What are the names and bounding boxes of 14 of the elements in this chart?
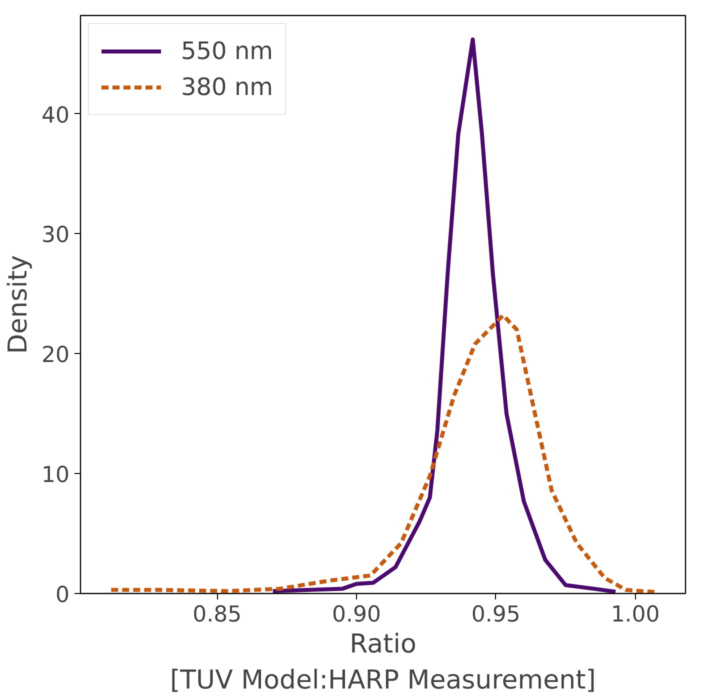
- y-tick-label: 20: [42, 343, 70, 368]
- x-tick-label: 0.95: [471, 602, 520, 628]
- y-tick-label: 10: [42, 463, 70, 488]
- x-axis-title: Ratio [TUV Model:HARP Measurement]: [170, 630, 596, 696]
- y-axis-title: Density: [4, 255, 34, 354]
- legend-label: 380 nm: [181, 73, 274, 101]
- x-tick-label: 1.00: [610, 602, 660, 628]
- y-tick-label: 30: [42, 223, 70, 248]
- x-tick-label: 0.85: [192, 602, 242, 628]
- line-series: [270, 37, 618, 594]
- x-tick-label: 0.90: [332, 602, 382, 628]
- y-tick-label: 40: [42, 103, 70, 128]
- y-tick-label: 0: [56, 583, 70, 608]
- legend-label: 550 nm: [181, 37, 274, 65]
